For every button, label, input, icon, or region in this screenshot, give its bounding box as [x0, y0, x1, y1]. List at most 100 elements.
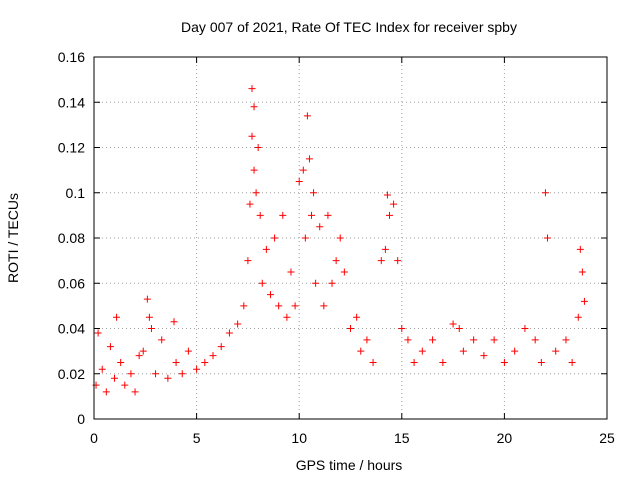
- data-point: [291, 302, 299, 310]
- data-point: [250, 103, 258, 111]
- axis-tick-labels: 0 5 10 15 20 25 0 0.02 0.04 0.06 0.08 0.1 0.12 0.14 0.…: [58, 49, 615, 446]
- data-point: [254, 144, 262, 151]
- data-point: [145, 313, 153, 321]
- y-tick-label: 0: [77, 411, 85, 427]
- data-point: [262, 245, 270, 253]
- data-point: [240, 302, 248, 310]
- data-point: [252, 189, 260, 197]
- y-tick-label: 0.08: [58, 230, 85, 246]
- data-point: [336, 234, 344, 242]
- data-point: [580, 297, 588, 305]
- data-point: [543, 234, 551, 242]
- data-point: [552, 347, 560, 355]
- data-point: [184, 347, 192, 355]
- data-point: [390, 200, 398, 208]
- x-tick-label: 10: [291, 430, 307, 446]
- data-point: [439, 358, 447, 366]
- data-point: [340, 268, 348, 276]
- data-point: [170, 318, 178, 326]
- data-point: [576, 245, 584, 253]
- data-point: [541, 189, 549, 197]
- data-point: [305, 155, 313, 163]
- x-tick-label: 5: [193, 430, 201, 446]
- y-tick-label: 0.06: [58, 275, 85, 291]
- data-point: [303, 112, 311, 120]
- data-point: [98, 365, 106, 373]
- data-point: [578, 268, 586, 276]
- data-point: [470, 336, 478, 344]
- data-point: [490, 336, 498, 344]
- data-point: [568, 358, 576, 366]
- data-point: [248, 85, 256, 93]
- data-point: [429, 336, 437, 344]
- data-point: [537, 358, 545, 366]
- data-point: [287, 268, 295, 276]
- data-point: [131, 388, 139, 396]
- data-point: [217, 343, 225, 351]
- chart-title: Day 007 of 2021, Rate Of TEC Index for r…: [181, 19, 517, 35]
- y-tick-label: 0.1: [66, 185, 86, 201]
- data-point: [258, 279, 266, 287]
- data-point: [271, 234, 279, 242]
- data-point: [310, 189, 318, 197]
- data-point: [121, 381, 129, 389]
- data-point: [316, 223, 324, 231]
- data-point: [117, 358, 125, 366]
- data-point: [250, 166, 258, 174]
- data-point: [209, 352, 217, 360]
- data-point: [111, 374, 119, 382]
- data-point: [301, 234, 309, 242]
- data-point: [377, 257, 385, 265]
- y-tick-label: 0.02: [58, 366, 85, 382]
- data-point: [201, 358, 209, 366]
- data-point: [320, 302, 328, 310]
- data-point: [357, 347, 365, 355]
- x-tick-label: 0: [90, 430, 98, 446]
- data-point: [383, 191, 391, 199]
- data-point: [248, 132, 256, 140]
- x-axis-label: GPS time / hours: [296, 457, 403, 473]
- data-point: [135, 352, 143, 360]
- data-point: [139, 347, 147, 355]
- y-tick-label: 0.16: [58, 49, 85, 65]
- data-point: [500, 358, 508, 366]
- data-point: [521, 325, 529, 332]
- data-point: [164, 374, 172, 382]
- x-tick-label: 25: [599, 430, 615, 446]
- data-point: [279, 211, 287, 219]
- data-point: [178, 370, 186, 378]
- data-point: [480, 352, 488, 360]
- data-points: [92, 85, 588, 396]
- data-point: [398, 325, 406, 332]
- data-point: [324, 211, 332, 219]
- data-point: [455, 325, 463, 332]
- data-point: [369, 358, 377, 366]
- data-point: [158, 336, 166, 344]
- data-point: [275, 302, 283, 310]
- data-point: [147, 325, 155, 332]
- data-point: [347, 325, 354, 332]
- data-point: [94, 329, 102, 337]
- data-point: [332, 257, 340, 265]
- y-tick-label: 0.04: [58, 321, 85, 337]
- data-point: [353, 313, 361, 321]
- y-tick-label: 0.14: [58, 94, 85, 110]
- data-point: [106, 343, 114, 351]
- data-point: [531, 336, 539, 344]
- data-point: [127, 370, 135, 378]
- data-point: [246, 200, 254, 208]
- data-point: [244, 257, 252, 265]
- data-point: [394, 257, 402, 265]
- data-point: [143, 295, 151, 303]
- data-point: [418, 347, 426, 355]
- data-point: [410, 358, 418, 366]
- data-point: [404, 336, 412, 344]
- data-point: [385, 211, 393, 219]
- data-point: [193, 365, 201, 373]
- data-point: [152, 370, 160, 378]
- data-point: [574, 313, 582, 321]
- data-point: [312, 279, 320, 287]
- data-point: [295, 177, 303, 185]
- data-point: [449, 320, 457, 328]
